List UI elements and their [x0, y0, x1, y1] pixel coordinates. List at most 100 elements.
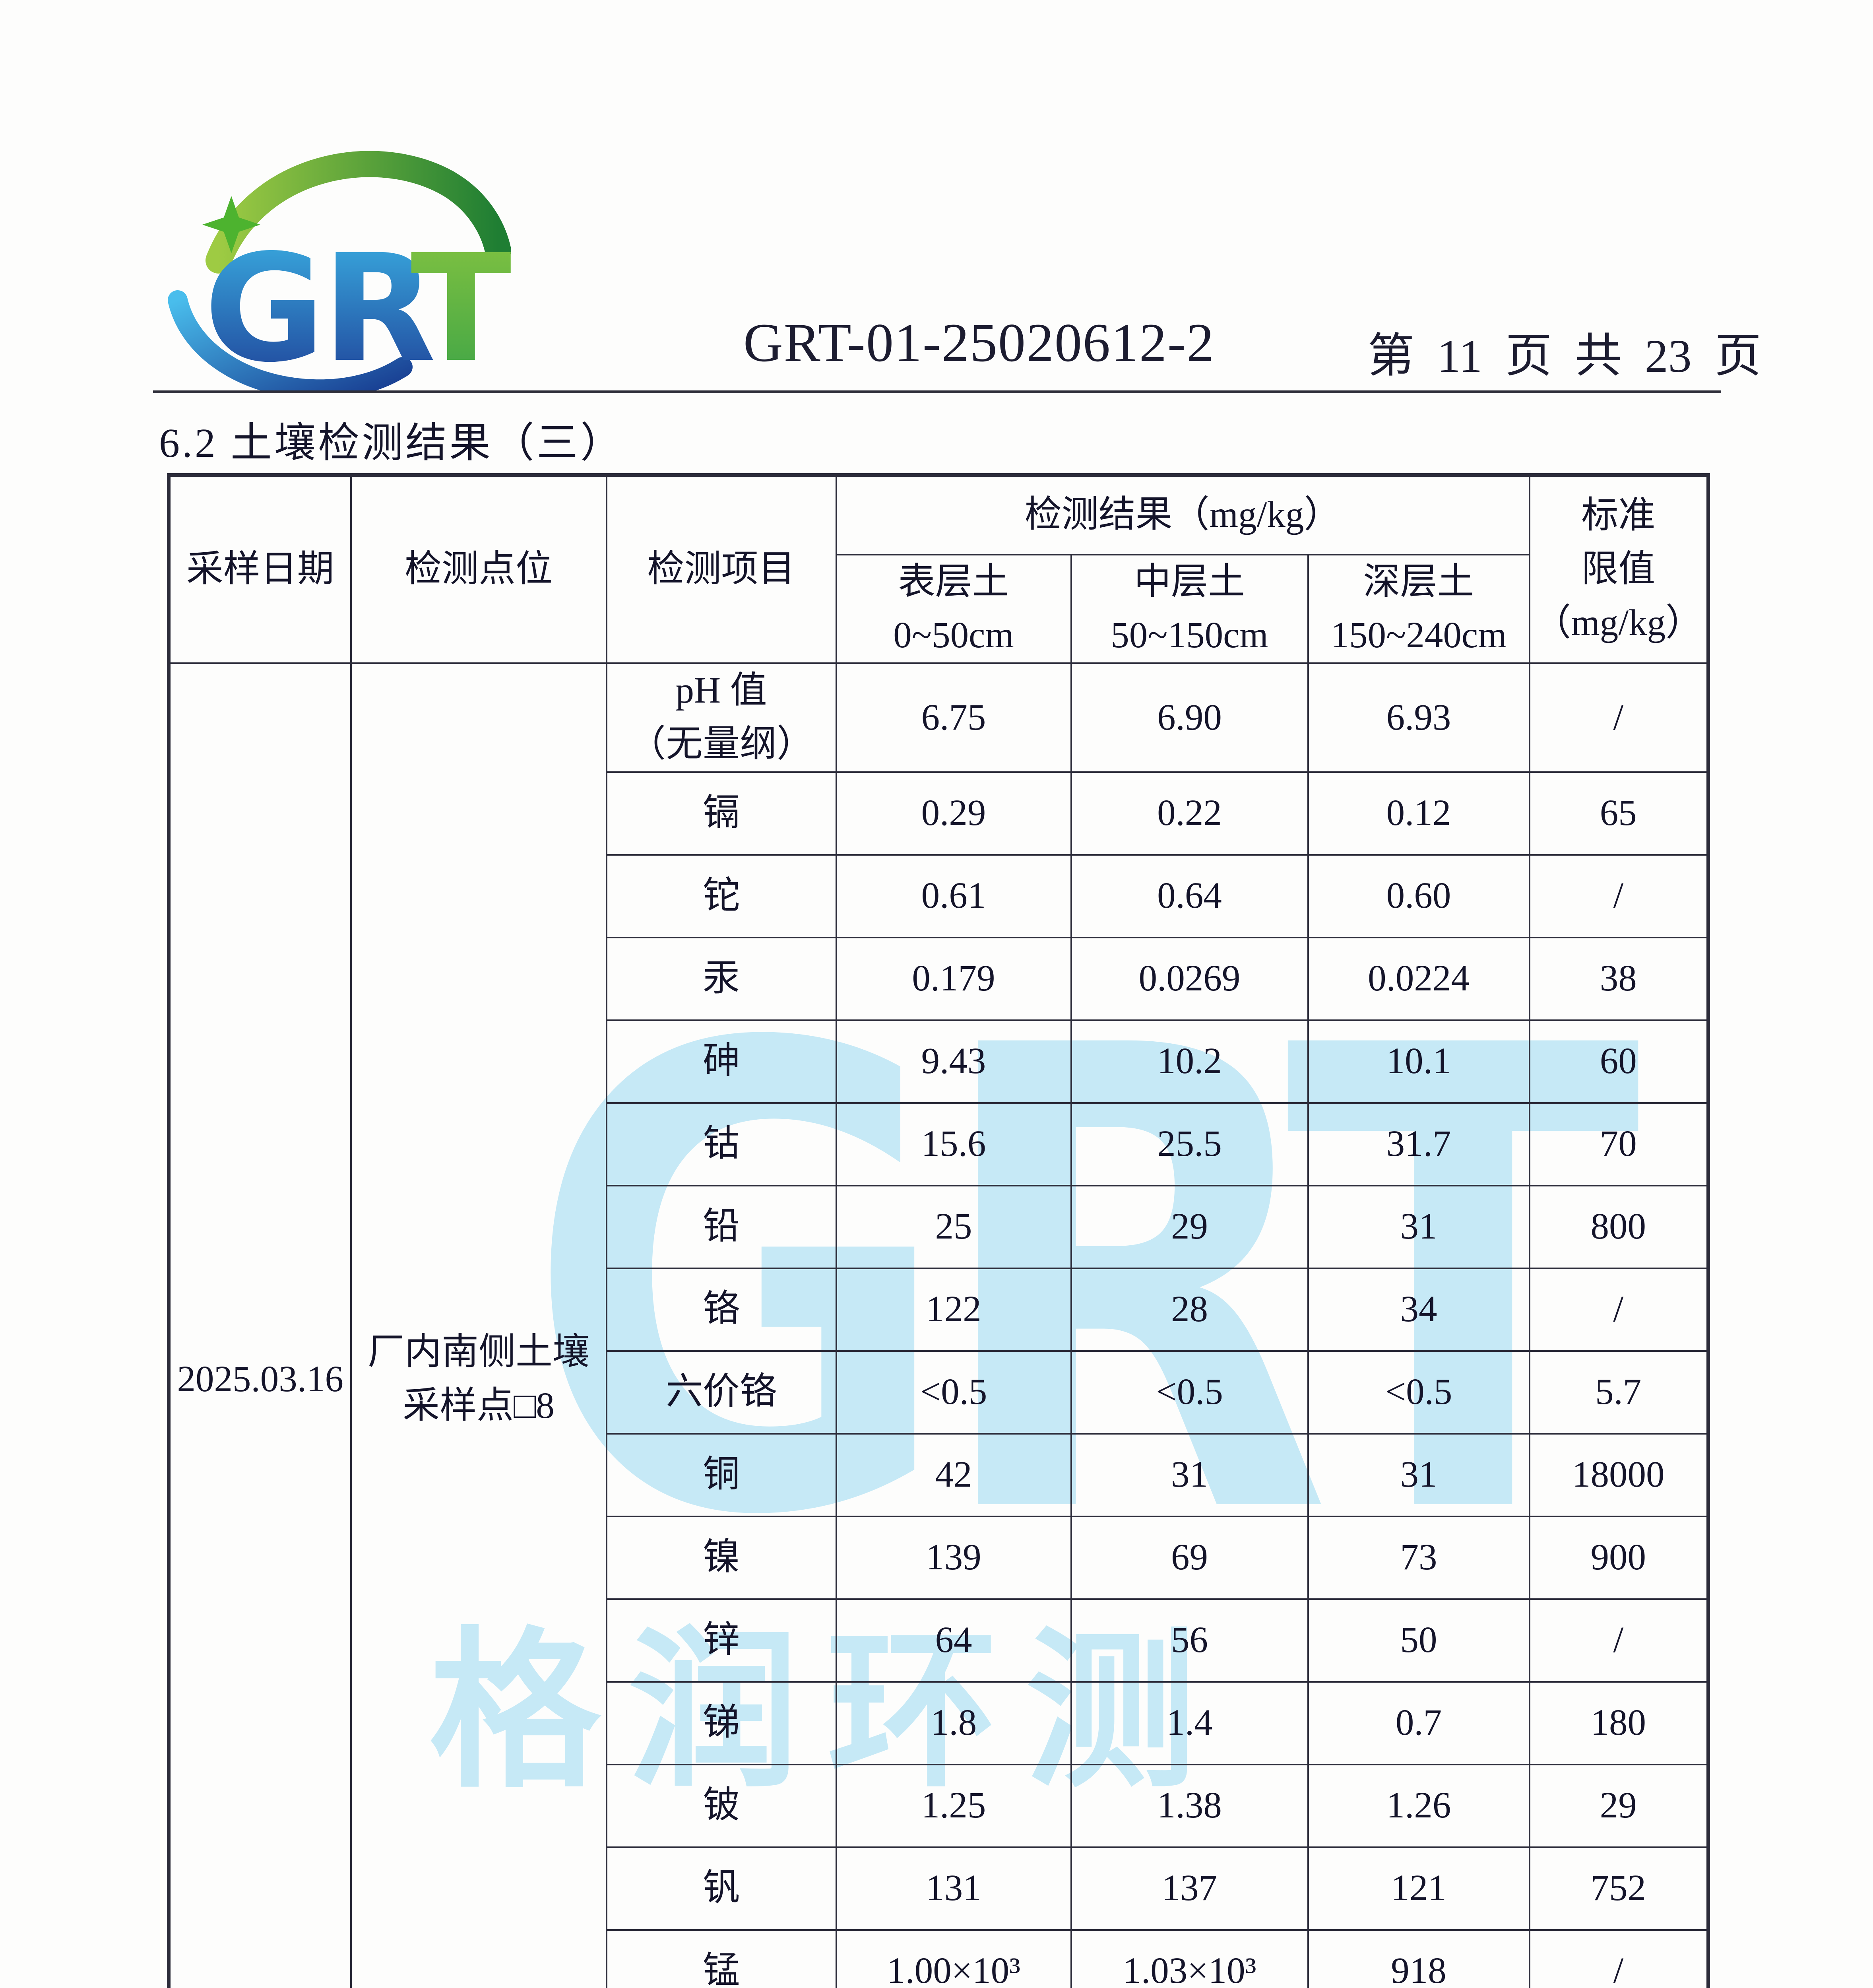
middle-value: 0.22 — [1070, 771, 1309, 856]
limit-value: 180 — [1528, 1681, 1709, 1765]
middle-value: <0.5 — [1070, 1350, 1309, 1435]
deep-value: 50 — [1307, 1598, 1530, 1683]
deep-value: 73 — [1307, 1515, 1530, 1600]
surface-value: 15.6 — [835, 1102, 1072, 1186]
middle-value: 28 — [1070, 1267, 1309, 1352]
middle-value: 69 — [1070, 1515, 1309, 1600]
middle-value: 137 — [1070, 1846, 1309, 1931]
item-cell: 镍 — [605, 1515, 837, 1600]
item-cell: 锰 — [605, 1929, 837, 1988]
table-row: 六价铬 <0.5 <0.5 <0.5 5.7 — [169, 1350, 1709, 1435]
table-row: 锑 1.8 1.4 0.7 180 — [169, 1681, 1709, 1765]
table-row: 钴 15.6 25.5 31.7 70 — [169, 1102, 1709, 1186]
header-limit: 标准 限值 （mg/kg） — [1528, 474, 1709, 664]
table-header-row-2: 表层土 0~50cm 中层土 50~150cm 深层土 150~240cm — [169, 553, 1708, 664]
item-cell: 铬 — [605, 1267, 837, 1352]
soil-results-table: 采样日期 检测点位 检测项目 检测结果（mg/kg） 标准 限值 （mg/kg）… — [167, 473, 1710, 1988]
item-cell: 镉 — [605, 771, 837, 856]
svg-text:GR: GR — [204, 223, 433, 392]
limit-value: / — [1528, 1598, 1709, 1683]
limit-value: 29 — [1528, 1763, 1709, 1848]
surface-value: 42 — [835, 1433, 1072, 1517]
table-row: 锰 1.00×10³ 1.03×10³ 918 / — [169, 1929, 1709, 1988]
section-title: 6.2 土壤检测结果（三） — [159, 420, 624, 466]
deep-value: 10.1 — [1307, 1019, 1530, 1104]
limit-value: / — [1528, 662, 1709, 773]
deep-value: 0.7 — [1307, 1681, 1530, 1765]
logo-star — [202, 196, 260, 253]
page-number: 第 11 页 共 23 页 — [1367, 330, 1762, 382]
deep-value: 121 — [1307, 1846, 1530, 1931]
limit-value: 5.7 — [1528, 1350, 1709, 1435]
item-cell: 铍 — [605, 1763, 837, 1848]
table-row: 铍 1.25 1.38 1.26 29 — [169, 1763, 1709, 1848]
item-cell: 锌 — [605, 1598, 837, 1683]
surface-value: <0.5 — [835, 1350, 1072, 1435]
deep-value: 31 — [1307, 1184, 1530, 1269]
table-row: 锌 64 56 50 / — [169, 1598, 1709, 1683]
limit-value: 18000 — [1528, 1433, 1709, 1517]
surface-value: 1.8 — [835, 1681, 1072, 1765]
item-cell: 铅 — [605, 1184, 837, 1269]
middle-value: 56 — [1070, 1598, 1309, 1683]
logo-swoosh — [168, 290, 413, 392]
table-row: 汞 0.179 0.0269 0.0224 38 — [169, 936, 1709, 1021]
item-cell: 汞 — [605, 936, 837, 1021]
middle-value: 10.2 — [1070, 1019, 1309, 1104]
surface-value: 1.00×10³ — [835, 1929, 1072, 1988]
deep-value: 31.7 — [1307, 1102, 1530, 1186]
table-row: 镉 0.29 0.22 0.12 65 — [169, 771, 1709, 856]
deep-value: 34 — [1307, 1267, 1530, 1352]
header-divider — [153, 390, 1721, 393]
header-sample-date: 采样日期 — [168, 474, 352, 664]
svg-text:T: T — [411, 223, 512, 392]
table-row: 钒 131 137 121 752 — [169, 1846, 1709, 1931]
surface-value: 131 — [835, 1846, 1072, 1931]
sample-date-cell: 2025.03.16 — [168, 662, 352, 1988]
header-location: 检测点位 — [350, 474, 607, 664]
surface-value: 0.179 — [835, 936, 1072, 1021]
middle-value: 0.64 — [1070, 854, 1309, 938]
limit-value: 65 — [1528, 771, 1709, 856]
deep-value: <0.5 — [1307, 1350, 1530, 1435]
surface-value: 25 — [835, 1184, 1072, 1269]
item-cell: 铜 — [605, 1433, 837, 1517]
surface-value: 9.43 — [835, 1019, 1072, 1104]
table-row: 砷 9.43 10.2 10.1 60 — [169, 1019, 1709, 1104]
logo-arc — [206, 151, 511, 274]
item-cell: 锑 — [605, 1681, 837, 1765]
header-results-group: 检测结果（mg/kg） — [835, 474, 1530, 555]
item-cell: pH 值 （无量纲） — [605, 662, 837, 773]
deep-value: 0.0224 — [1307, 936, 1530, 1021]
deep-value: 0.60 — [1307, 854, 1530, 938]
surface-value: 6.75 — [835, 662, 1072, 773]
limit-value: 800 — [1528, 1184, 1709, 1269]
middle-value: 0.0269 — [1070, 936, 1309, 1021]
limit-value: 38 — [1528, 936, 1709, 1021]
item-cell: 砷 — [605, 1019, 837, 1104]
table-row: 铅 25 29 31 800 — [169, 1184, 1709, 1269]
surface-value: 0.29 — [835, 771, 1072, 856]
middle-value: 1.03×10³ — [1070, 1929, 1309, 1988]
document-number: GRT-01-25020612-2 — [743, 312, 1215, 373]
limit-value: 900 — [1528, 1515, 1709, 1600]
deep-value: 918 — [1307, 1929, 1530, 1988]
limit-value: / — [1528, 1267, 1709, 1352]
limit-value: 752 — [1528, 1846, 1709, 1931]
location-cell: 厂内南侧土壤采样点□8 — [350, 662, 607, 1988]
middle-value: 1.4 — [1070, 1681, 1309, 1765]
table-row: 2025.03.16 厂内南侧土壤采样点□8 pH 值 （无量纲） 6.75 6… — [168, 662, 1709, 1988]
table-row: 铊 0.61 0.64 0.60 / — [169, 854, 1709, 938]
deep-value: 6.93 — [1307, 662, 1530, 773]
middle-value: 31 — [1070, 1433, 1309, 1517]
table-row: 镍 139 69 73 900 — [169, 1515, 1709, 1600]
header-middle-layer: 中层土 50~150cm — [1070, 553, 1309, 664]
deep-value: 31 — [1307, 1433, 1530, 1517]
table-header-row-1: 采样日期 检测点位 检测项目 检测结果（mg/kg） 标准 限值 （mg/kg） — [168, 474, 1709, 664]
header-deep-layer: 深层土 150~240cm — [1307, 553, 1530, 664]
item-cell: 钴 — [605, 1102, 837, 1186]
item-cell: 钒 — [605, 1846, 837, 1931]
surface-value: 64 — [835, 1598, 1072, 1683]
limit-value: 60 — [1528, 1019, 1709, 1104]
